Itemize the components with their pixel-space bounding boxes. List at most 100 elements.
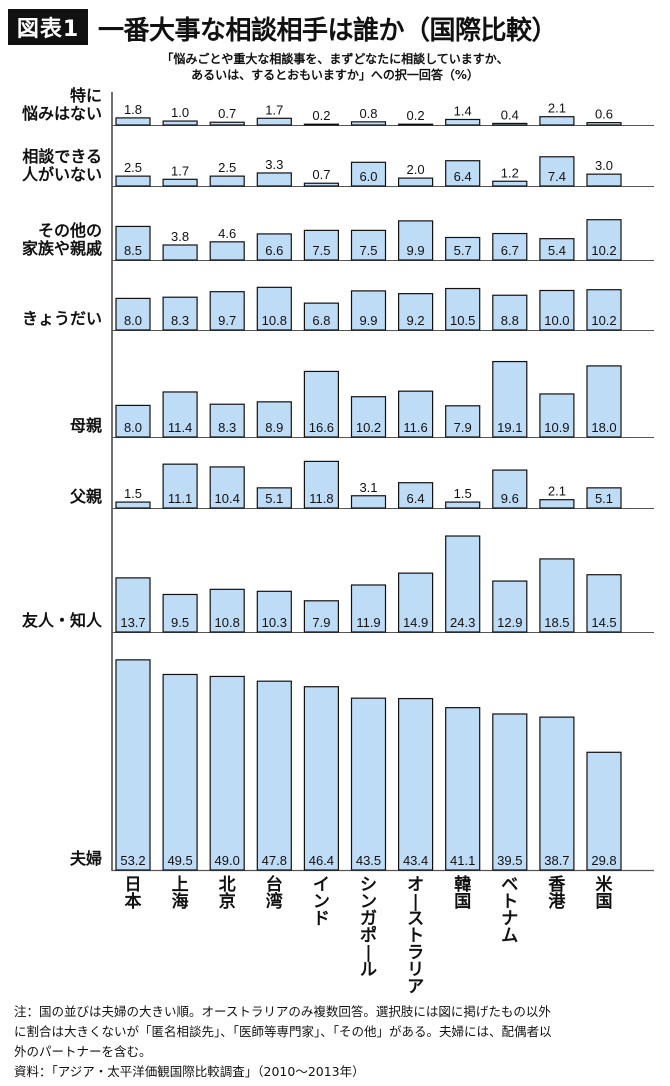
data-label: 1.5 [454, 486, 472, 501]
data-label: 47.8 [262, 853, 287, 868]
data-label: 1.0 [171, 105, 189, 120]
data-label: 6.7 [501, 243, 519, 258]
chart-title: 一番大事な相談相手は誰か（国際比較） [98, 16, 558, 46]
category-label: 米国 [596, 874, 614, 912]
bar [162, 120, 198, 126]
bar [115, 577, 151, 633]
data-label: 10.9 [544, 420, 569, 435]
data-label: 11.1 [168, 491, 192, 506]
bar [350, 495, 387, 509]
note-line-2: に割合は大きくないが「匿名相談先」、「医師等専門家」、「その他」がある。夫婦には… [14, 1024, 552, 1039]
bar [445, 501, 481, 509]
data-label: 7.9 [312, 615, 330, 630]
bar [303, 302, 339, 331]
data-label: 10.4 [215, 491, 240, 506]
data-label: 0.4 [501, 107, 519, 122]
bar [539, 499, 575, 509]
bar [398, 390, 434, 438]
data-label: 6.8 [312, 313, 330, 328]
row-label: 特に [70, 86, 102, 105]
source-line: 資料：「アジア・太平洋価観国際比較調査」（2010〜2013年） [14, 1064, 365, 1079]
data-label: 7.4 [548, 169, 566, 184]
data-label: 1.2 [501, 165, 519, 180]
bar [445, 535, 481, 633]
data-label: 6.6 [265, 243, 283, 258]
bar [303, 686, 339, 871]
data-label: 7.5 [359, 243, 377, 258]
bar [256, 680, 292, 871]
data-label: 39.5 [497, 853, 522, 868]
bar [256, 172, 292, 187]
data-label: 10.8 [262, 313, 287, 328]
category-label: 北京 [219, 875, 236, 912]
bar [492, 122, 528, 126]
bar [303, 229, 339, 261]
data-label: 1.4 [454, 103, 472, 118]
bar [115, 404, 151, 438]
data-label: 6.0 [359, 169, 377, 184]
bar [350, 229, 387, 261]
bar [586, 751, 622, 871]
data-label: 8.3 [171, 313, 189, 328]
bar [256, 117, 292, 126]
row-label: 友人・知人 [22, 611, 103, 630]
data-label: 14.9 [403, 615, 428, 630]
bar [539, 289, 575, 331]
data-label: 29.8 [591, 853, 616, 868]
bar [162, 673, 198, 871]
data-label: 5.7 [454, 243, 472, 258]
figure-badge: 図表1 [8, 9, 88, 45]
row-label: 母親 [70, 416, 102, 435]
row-label: 夫婦 [70, 849, 102, 868]
data-label: 0.6 [595, 107, 613, 122]
data-label: 24.3 [450, 615, 475, 630]
data-label: 53.2 [120, 853, 145, 868]
data-label: 7.5 [312, 243, 330, 258]
data-label: 49.0 [215, 853, 240, 868]
bar [586, 173, 622, 187]
data-label: 0.8 [359, 106, 377, 121]
data-label: 3.3 [265, 157, 283, 172]
bar [162, 463, 198, 509]
bar [209, 291, 245, 331]
data-label: 1.7 [265, 102, 283, 117]
bar [586, 122, 622, 126]
row-label: 父親 [69, 487, 102, 506]
data-label: 2.0 [407, 162, 425, 177]
row-label: 悩みはない [22, 104, 102, 123]
question-line-1: 「悩みごとや重大な相談事を、まずどなたに相談していますか、 [161, 52, 509, 66]
bar [398, 572, 434, 633]
data-label: 3.1 [359, 480, 377, 495]
bar [209, 175, 245, 187]
data-label: 1.8 [124, 102, 142, 117]
bar [586, 219, 622, 261]
data-label: 9.7 [218, 313, 236, 328]
bar [162, 391, 198, 438]
data-label: 18.0 [591, 420, 616, 435]
row-label: その他の [38, 221, 102, 240]
category-label: インド [313, 875, 330, 929]
note-line-3: 外のパートナーを含む。 [14, 1044, 152, 1059]
data-label: 8.3 [218, 420, 236, 435]
bar [256, 590, 292, 633]
data-label: 10.0 [544, 313, 569, 328]
data-label: 9.5 [171, 615, 189, 630]
data-label: 46.4 [309, 853, 334, 868]
bar [492, 294, 528, 331]
bar [492, 232, 528, 261]
bar [445, 287, 481, 331]
bar [492, 360, 528, 438]
data-label: 3.8 [171, 229, 189, 244]
bar [586, 487, 622, 509]
row-label: 相談できる [22, 147, 102, 166]
bar [115, 225, 151, 261]
data-label: 10.5 [450, 313, 475, 328]
bar [350, 584, 387, 633]
bar [586, 289, 622, 331]
bar [445, 707, 481, 871]
bar [115, 175, 151, 187]
row-label: 家族や親戚 [22, 239, 102, 258]
data-label: 14.5 [591, 615, 616, 630]
bar [256, 401, 292, 438]
